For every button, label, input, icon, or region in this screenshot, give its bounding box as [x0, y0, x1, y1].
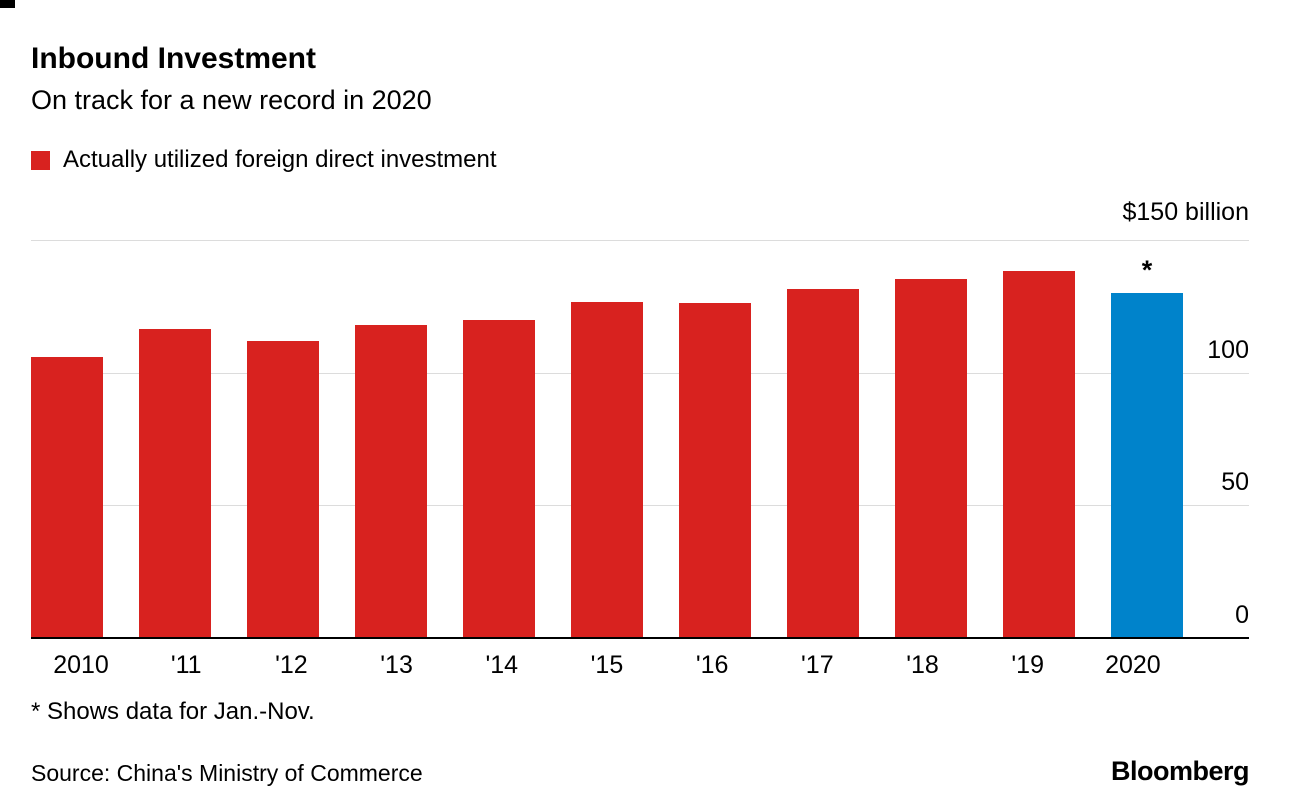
- x-axis-labels: 2010 '11 '12 '13 '14 '15 '16 '17 '18 '19 2020: [31, 651, 1183, 680]
- legend-swatch-icon: [31, 150, 50, 170]
- x-axis-label-17: '17: [801, 651, 834, 679]
- bar-column-18: [895, 278, 967, 637]
- x-axis-label-19: '19: [1011, 651, 1044, 679]
- bar-2010[interactable]: [31, 356, 103, 637]
- x-axis-label-18: '18: [906, 651, 939, 679]
- bar-2020[interactable]: [1111, 293, 1183, 637]
- x-axis-label-13: '13: [380, 651, 413, 679]
- bar-column-13: [355, 324, 427, 637]
- bar-11[interactable]: [139, 329, 211, 637]
- legend: Actually utilized foreign direct investm…: [31, 146, 1249, 174]
- bloomberg-logo: Bloomberg: [1110, 756, 1250, 786]
- bar-18[interactable]: [895, 278, 967, 637]
- bar-19[interactable]: [1003, 270, 1075, 637]
- x-axis-label-14: '14: [485, 651, 519, 679]
- y-tick-label: 50: [1221, 468, 1249, 497]
- bar-15[interactable]: [571, 301, 643, 637]
- plot-area: * 100 50 0: [31, 240, 1249, 639]
- x-axis-baseline: [31, 637, 1249, 639]
- bar-14[interactable]: [463, 319, 535, 637]
- bar-column-2020: *: [1111, 257, 1183, 637]
- bar-13[interactable]: [355, 324, 427, 637]
- bar-column-11: [139, 329, 211, 637]
- bar-17[interactable]: [787, 289, 859, 637]
- x-axis-label-15: '15: [590, 651, 624, 679]
- x-axis-label-16: '16: [695, 651, 729, 679]
- bar-12[interactable]: [247, 340, 319, 637]
- asterisk-annotation: *: [1141, 255, 1153, 286]
- gridline: [31, 240, 1249, 241]
- bar-column-12: [247, 340, 319, 637]
- x-axis-label-2020: 2020: [1105, 651, 1161, 679]
- bar-column-2010: [31, 356, 103, 637]
- bar-column-16: [679, 302, 751, 637]
- x-axis-label-2010: 2010: [53, 651, 109, 679]
- bar-series: *: [31, 241, 1183, 637]
- chart-title: Inbound Investment: [31, 42, 316, 75]
- y-tick-label: 100: [1207, 335, 1249, 364]
- y-tick-label: 0: [1235, 601, 1249, 629]
- bar-column-17: [787, 289, 859, 637]
- source: Source: China's Ministry of Commerce: [31, 760, 423, 786]
- bar-column-15: [571, 301, 643, 637]
- bar-column-14: [463, 319, 535, 637]
- footnote: * Shows data for Jan.-Nov.: [31, 698, 315, 725]
- y-axis-top-label: $150 billion: [1122, 198, 1250, 226]
- bar-column-19: [1003, 270, 1075, 637]
- chart-subtitle: On track for a new record in 2020: [31, 85, 432, 115]
- x-axis-label-11: '11: [170, 651, 202, 679]
- bar-16[interactable]: [679, 302, 751, 637]
- x-axis-label-12: '12: [275, 651, 308, 679]
- legend-label: Actually utilized foreign direct investm…: [63, 146, 497, 173]
- corner-mark: [0, 0, 15, 8]
- footer-row: Source: China's Ministry of Commerce Blo…: [31, 756, 1250, 787]
